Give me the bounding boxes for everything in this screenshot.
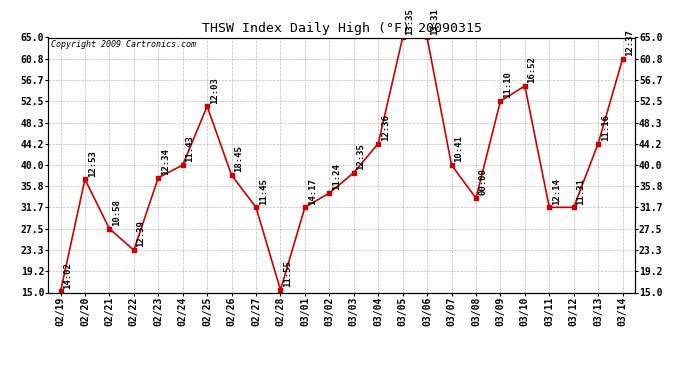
- Point: [373, 141, 384, 147]
- Point: [250, 204, 262, 210]
- Text: 10:41: 10:41: [454, 135, 463, 162]
- Title: THSW Index Daily High (°F) 20090315: THSW Index Daily High (°F) 20090315: [201, 22, 482, 35]
- Point: [568, 204, 579, 210]
- Point: [201, 104, 213, 110]
- Point: [495, 98, 506, 104]
- Text: 11:45: 11:45: [259, 178, 268, 204]
- Text: 13:35: 13:35: [406, 8, 415, 35]
- Text: 11:31: 11:31: [576, 178, 586, 204]
- Text: 11:43: 11:43: [186, 135, 195, 162]
- Text: 12:34: 12:34: [161, 148, 170, 175]
- Text: 11:10: 11:10: [503, 72, 512, 99]
- Text: 10:58: 10:58: [112, 199, 121, 226]
- Text: 11:16: 11:16: [601, 114, 610, 141]
- Text: 13:31: 13:31: [430, 8, 439, 35]
- Text: 14:02: 14:02: [63, 262, 72, 289]
- Point: [397, 34, 408, 40]
- Point: [128, 247, 139, 253]
- Point: [104, 226, 115, 232]
- Point: [177, 162, 188, 168]
- Point: [422, 34, 433, 40]
- Point: [471, 195, 482, 201]
- Point: [520, 83, 531, 89]
- Point: [299, 204, 310, 210]
- Point: [275, 287, 286, 293]
- Point: [55, 288, 66, 294]
- Point: [152, 175, 164, 181]
- Point: [446, 162, 457, 168]
- Text: 12:14: 12:14: [552, 178, 561, 204]
- Text: 12:53: 12:53: [88, 150, 97, 177]
- Text: 12:03: 12:03: [210, 77, 219, 104]
- Point: [617, 56, 628, 62]
- Text: 12:36: 12:36: [381, 114, 390, 141]
- Text: 11:55: 11:55: [283, 260, 293, 287]
- Text: 11:24: 11:24: [332, 164, 341, 190]
- Point: [348, 170, 359, 176]
- Point: [324, 190, 335, 196]
- Text: 00:00: 00:00: [479, 168, 488, 195]
- Text: 18:45: 18:45: [235, 146, 244, 172]
- Point: [593, 141, 604, 147]
- Text: 12:39: 12:39: [137, 220, 146, 248]
- Text: 16:52: 16:52: [528, 56, 537, 83]
- Point: [79, 176, 90, 182]
- Text: 14:17: 14:17: [308, 178, 317, 204]
- Text: Copyright 2009 Cartronics.com: Copyright 2009 Cartronics.com: [51, 40, 196, 49]
- Text: 12:37: 12:37: [625, 29, 634, 56]
- Point: [226, 172, 237, 178]
- Point: [544, 204, 555, 210]
- Text: 12:35: 12:35: [357, 143, 366, 170]
